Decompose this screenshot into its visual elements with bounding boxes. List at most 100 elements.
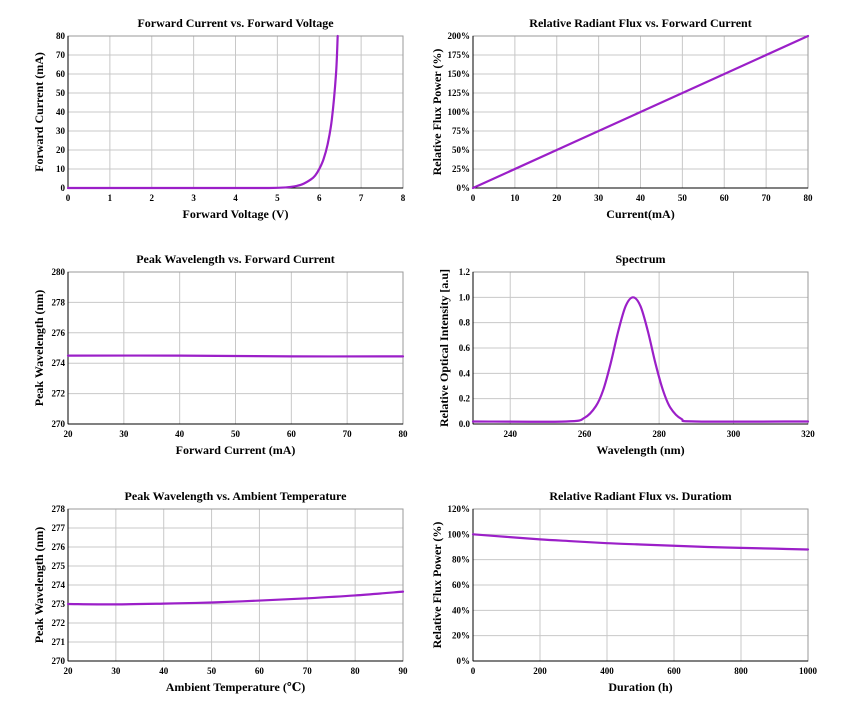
x-tick-label: 60 (287, 429, 297, 439)
y-axis-label: Peak Wavelength (nm) (32, 290, 46, 406)
x-tick-label: 0 (471, 666, 476, 676)
y-tick-label: 0% (457, 183, 471, 193)
y-tick-label: 40 (56, 107, 66, 117)
y-tick-label: 278 (52, 297, 66, 307)
y-tick-label: 270 (52, 419, 66, 429)
x-tick-label: 2 (150, 193, 155, 203)
y-tick-label: 280 (52, 267, 66, 277)
x-axis-label: Forward Current (mA) (176, 443, 296, 457)
chart-title: Peak Wavelength vs. Ambient Temperature (125, 489, 348, 503)
x-tick-label: 600 (667, 666, 681, 676)
x-tick-label: 400 (600, 666, 614, 676)
chart-5: 20 30 40 50 60 70 80 90 270 271 272 273 274 275 276 277… (32, 489, 408, 694)
x-tick-label: 6 (317, 193, 322, 203)
x-tick-label: 30 (594, 193, 604, 203)
chart-title: Peak Wavelength vs. Forward Current (136, 252, 335, 266)
y-tick-label: 50 (56, 88, 66, 98)
x-tick-label: 260 (578, 429, 592, 439)
x-tick-label: 320 (801, 429, 815, 439)
y-tick-label: 272 (52, 389, 66, 399)
x-tick-label: 5 (275, 193, 280, 203)
x-axis-label: Ambient Temperature (℃) (166, 680, 305, 694)
x-tick-label: 90 (399, 666, 409, 676)
y-tick-label: 275 (52, 561, 66, 571)
y-tick-label: 70 (56, 50, 66, 60)
y-tick-label: 277 (52, 523, 66, 533)
series-line (471, 533, 810, 551)
y-tick-label: 276 (52, 542, 66, 552)
x-tick-label: 30 (119, 429, 129, 439)
y-axis-label: Forward Current (mA) (32, 52, 46, 172)
x-tick-label: 80 (804, 193, 814, 203)
chart-4: 240 260 280 300 320 0.0 0.2 0.4 0.6 0.8 1.0 1.2 Spec… (437, 252, 815, 457)
x-tick-label: 200 (533, 666, 547, 676)
y-tick-label: 0% (457, 656, 471, 666)
y-tick-label: 20% (452, 631, 470, 641)
x-tick-label: 20 (64, 666, 74, 676)
x-tick-label: 280 (652, 429, 666, 439)
chart-3: 20 30 40 50 60 70 80 270 272 274 276 278 280 Peak Wav… (32, 252, 408, 457)
x-tick-label: 0 (66, 193, 71, 203)
chart-2: 0 10 20 30 40 50 60 70 80 0% 25% 50% 75% 100% 125% 150%… (430, 16, 813, 221)
y-tick-label: 0.6 (459, 343, 471, 353)
x-tick-label: 50 (678, 193, 688, 203)
x-tick-label: 10 (510, 193, 520, 203)
x-tick-label: 7 (359, 193, 364, 203)
x-tick-label: 50 (207, 666, 217, 676)
x-tick-label: 60 (720, 193, 730, 203)
y-tick-label: 10 (56, 164, 66, 174)
y-tick-label: 25% (452, 164, 470, 174)
y-tick-label: 1.2 (459, 267, 471, 277)
y-tick-label: 0.8 (459, 318, 471, 328)
y-tick-label: 150% (448, 69, 471, 79)
y-tick-label: 80% (452, 555, 470, 565)
y-tick-label: 1.0 (459, 292, 471, 302)
y-tick-label: 273 (52, 599, 66, 609)
y-tick-label: 0.2 (459, 394, 471, 404)
x-tick-label: 80 (399, 429, 409, 439)
x-tick-label: 1000 (799, 666, 818, 676)
y-tick-label: 200% (448, 31, 471, 41)
y-tick-label: 100% (448, 529, 471, 539)
x-tick-label: 240 (503, 429, 517, 439)
x-tick-label: 70 (303, 666, 313, 676)
x-tick-label: 800 (734, 666, 748, 676)
series-line (471, 34, 810, 190)
y-axis-label: Peak Wavelength (nm) (32, 527, 46, 643)
series-line (66, 34, 339, 190)
x-tick-label: 300 (727, 429, 741, 439)
y-axis-label: Relative Flux Power (%) (430, 522, 444, 649)
x-tick-label: 70 (343, 429, 353, 439)
x-tick-label: 40 (636, 193, 646, 203)
x-tick-label: 0 (471, 193, 476, 203)
x-axis-label: Wavelength (nm) (596, 443, 684, 457)
chart-title: Relative Radiant Flux vs. Forward Curren… (529, 16, 751, 30)
y-tick-label: 270 (52, 656, 66, 666)
y-tick-label: 274 (52, 580, 66, 590)
y-tick-label: 60% (452, 580, 470, 590)
x-tick-label: 8 (401, 193, 406, 203)
x-axis-label: Duration (h) (608, 680, 672, 694)
chart-title: Spectrum (616, 252, 666, 266)
chart-6: 0 200 400 600 800 1000 0% 20% 40% 60% 80% 100% 120% R… (430, 489, 818, 694)
y-tick-label: 0.4 (459, 368, 471, 378)
y-tick-label: 20 (56, 145, 66, 155)
series-line (66, 590, 405, 606)
y-tick-label: 30 (56, 126, 66, 136)
y-tick-label: 75% (452, 126, 470, 136)
x-tick-label: 3 (191, 193, 196, 203)
x-tick-label: 40 (175, 429, 185, 439)
x-tick-label: 4 (233, 193, 238, 203)
y-tick-label: 120% (448, 504, 471, 514)
y-tick-label: 175% (448, 50, 471, 60)
y-tick-label: 80 (56, 31, 66, 41)
x-axis-label: Forward Voltage (V) (183, 207, 289, 221)
y-axis-label: Relative Flux Power (%) (430, 49, 444, 176)
x-axis-label: Current(mA) (606, 207, 674, 221)
x-tick-label: 60 (255, 666, 265, 676)
y-tick-label: 125% (448, 88, 471, 98)
x-tick-label: 40 (159, 666, 169, 676)
x-tick-label: 70 (762, 193, 772, 203)
